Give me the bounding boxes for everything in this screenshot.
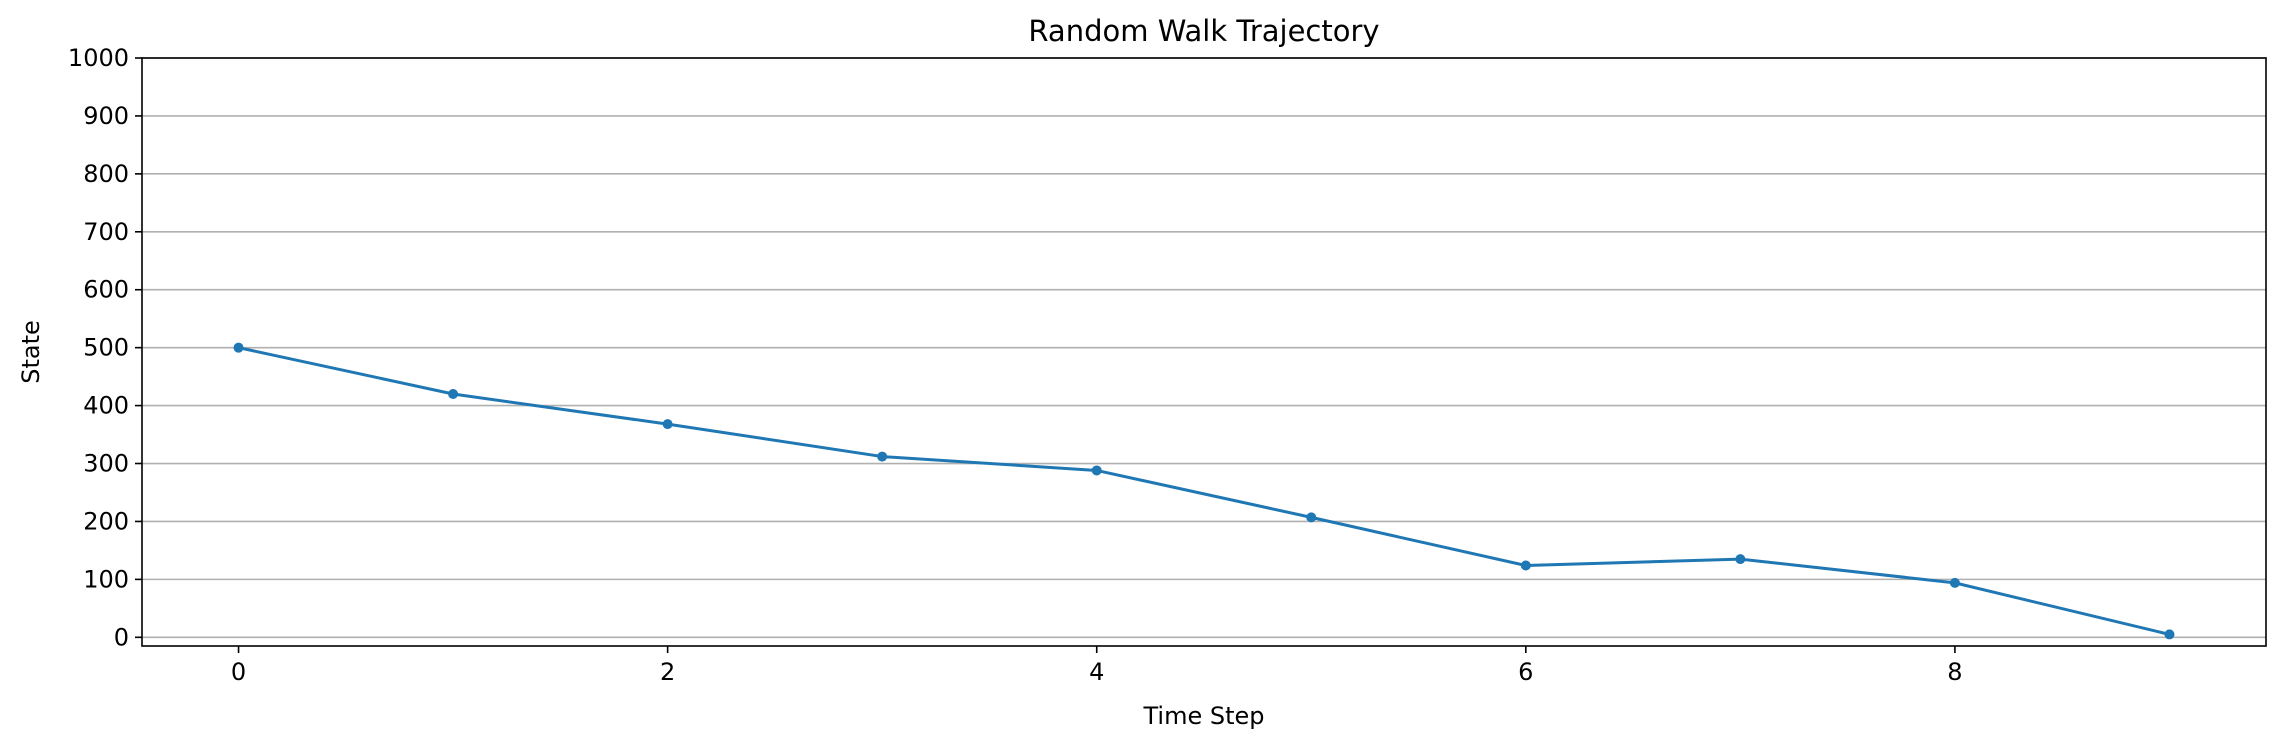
- y-tick-label: 500: [83, 334, 129, 362]
- y-tick-label: 900: [83, 102, 129, 130]
- y-tick-label: 700: [83, 218, 129, 246]
- data-point: [1949, 577, 1960, 588]
- x-tick-label: 0: [231, 658, 246, 686]
- y-tick-label: 100: [83, 565, 129, 593]
- data-point: [877, 451, 888, 462]
- data-point: [1306, 512, 1317, 523]
- y-tick-label: 600: [83, 276, 129, 304]
- data-point: [1091, 465, 1102, 476]
- y-tick-label: 800: [83, 160, 129, 188]
- data-point: [1735, 554, 1746, 565]
- data-point: [233, 342, 244, 353]
- series-layer: [233, 342, 2175, 640]
- data-point: [2164, 629, 2175, 640]
- x-tick-label: 4: [1089, 658, 1104, 686]
- y-axis-ticks: 0 100 200 300 400 500 600 700 800 900 1000: [68, 44, 142, 651]
- plot-frame: [141, 57, 2267, 647]
- series-line: [236, 345, 2172, 637]
- y-tick-label: 0: [114, 623, 129, 651]
- x-tick-label: 2: [660, 658, 675, 686]
- x-tick-label: 6: [1518, 658, 1533, 686]
- y-tick-label: 400: [83, 392, 129, 420]
- data-point: [662, 419, 673, 430]
- y-tick-label: 200: [83, 507, 129, 535]
- x-axis-label: Time Step: [1142, 702, 1264, 730]
- chart-title: Random Walk Trajectory: [1028, 14, 1379, 48]
- y-axis-label: State: [17, 320, 45, 384]
- y-tick-label: 300: [83, 450, 129, 478]
- y-tick-label: 1000: [68, 44, 129, 72]
- data-point: [1520, 560, 1531, 571]
- x-axis-ticks: 0 2 4 6 8: [231, 646, 1963, 686]
- x-tick-label: 8: [1947, 658, 1962, 686]
- data-point: [448, 389, 459, 399]
